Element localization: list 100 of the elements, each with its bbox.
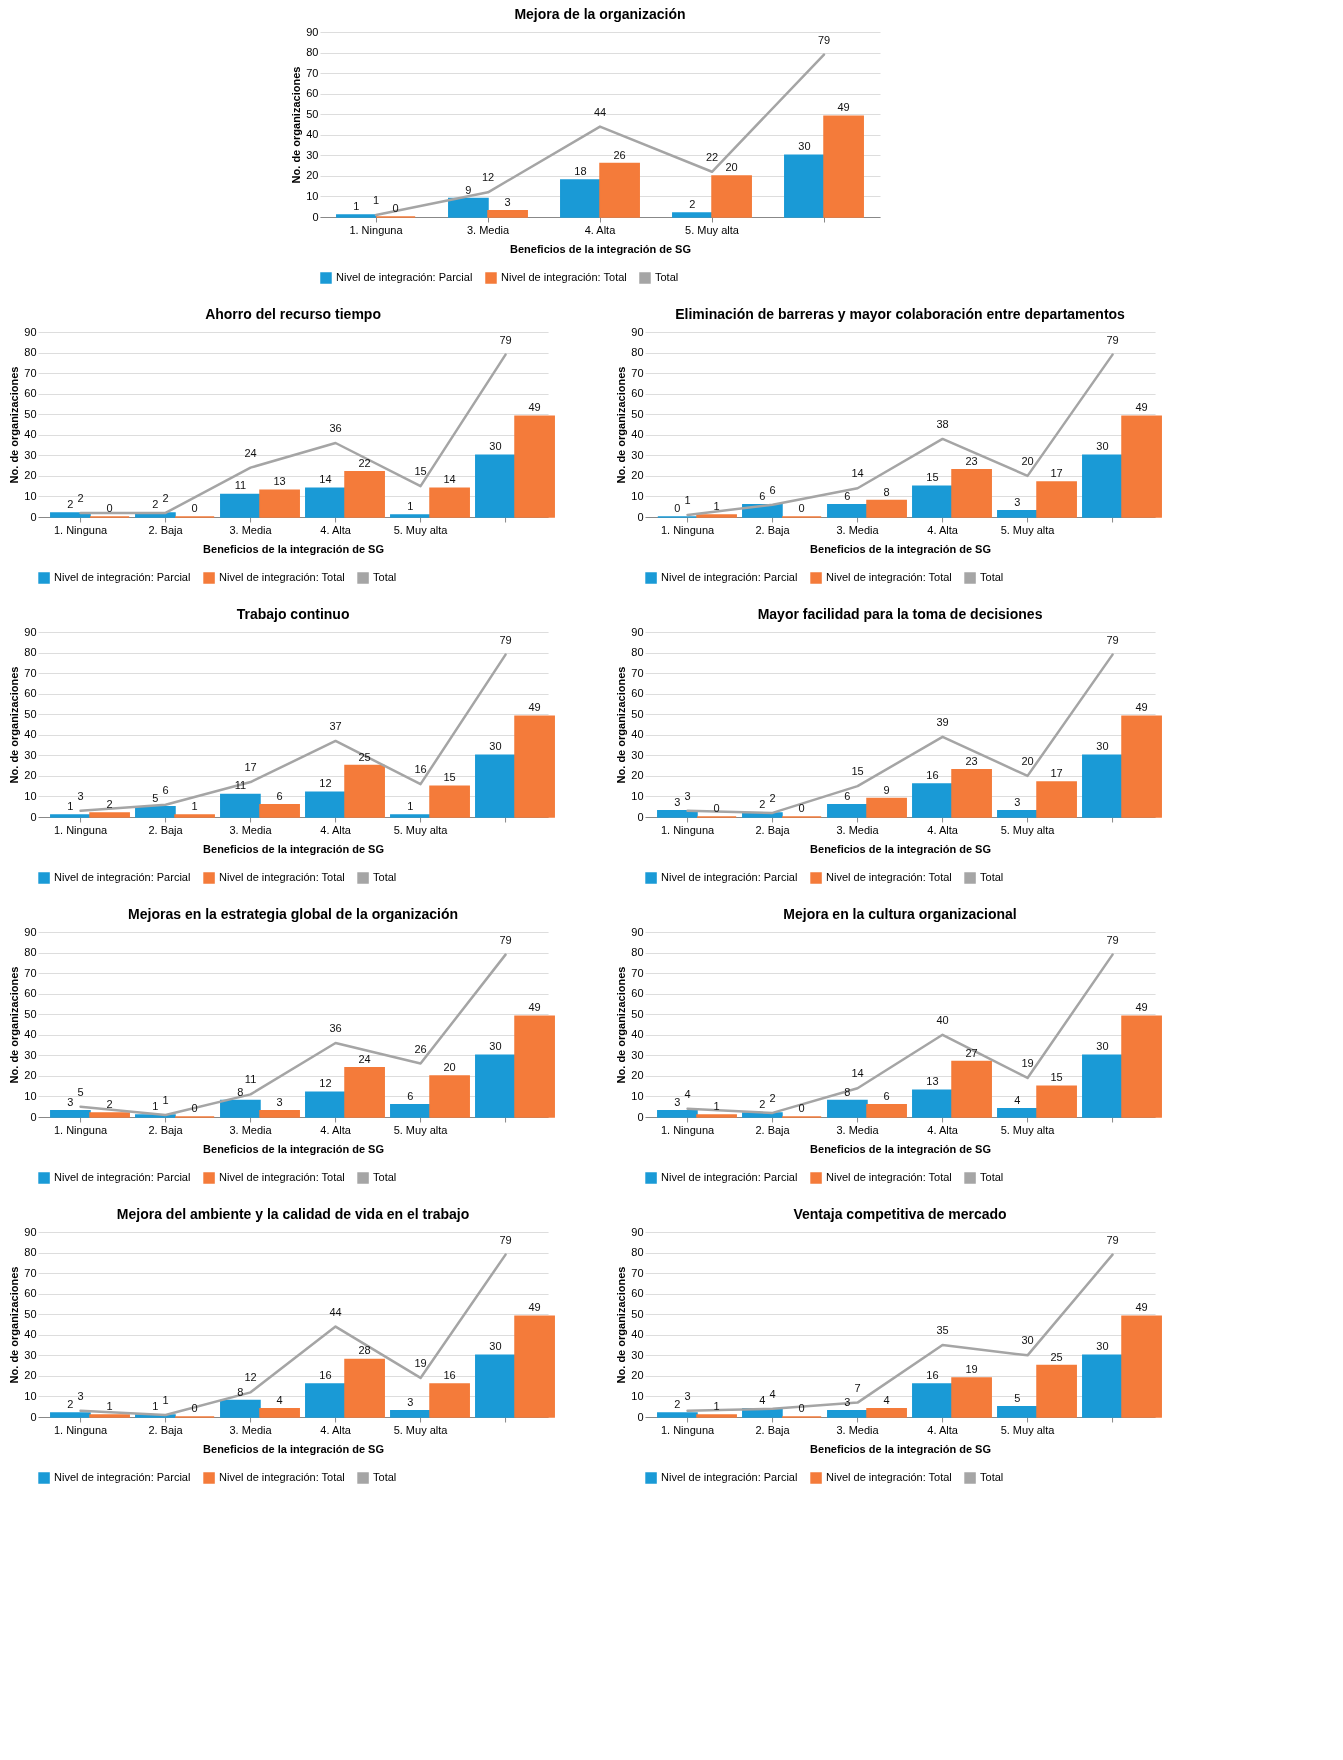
data-label: 36	[329, 1022, 342, 1034]
data-label: 23	[965, 754, 978, 767]
data-label: 49	[528, 1001, 541, 1014]
y-tick-label: 20	[24, 1369, 37, 1382]
data-label: 0	[106, 502, 113, 514]
y-tick-label: 60	[24, 687, 37, 700]
y-tick-label: 90	[24, 925, 37, 938]
y-tick-label: 80	[24, 346, 37, 359]
bar	[951, 768, 992, 818]
data-label: 8	[237, 1385, 244, 1398]
y-axis-title: No. de organizaciones	[290, 66, 303, 184]
data-label: 37	[329, 719, 342, 732]
data-label: 30	[798, 140, 811, 153]
data-label: 22	[705, 150, 719, 163]
legend-label: Nivel de integración: Total	[219, 1471, 345, 1483]
y-tick-label: 30	[24, 1348, 37, 1361]
y-tick-label: 50	[24, 707, 37, 720]
y-tick-label: 10	[631, 789, 644, 802]
data-label: 12	[481, 171, 495, 184]
y-tick-label: 0	[30, 510, 37, 523]
bar	[1082, 754, 1123, 818]
x-tick-label: 2. Baja	[148, 823, 184, 836]
y-tick-label: 20	[306, 169, 319, 182]
bar	[657, 1110, 698, 1118]
y-tick-label: 70	[24, 1266, 37, 1279]
y-tick-label: 80	[306, 46, 319, 59]
bar	[305, 487, 346, 518]
data-label: 0	[713, 802, 720, 814]
y-tick-label: 50	[631, 1307, 644, 1320]
y-tick-label: 80	[631, 1246, 644, 1259]
data-label: 1	[372, 193, 380, 206]
bar	[429, 1383, 470, 1418]
y-tick-label: 60	[631, 387, 644, 400]
data-label: 1	[191, 799, 198, 812]
y-tick-label: 40	[631, 1028, 644, 1041]
line-series	[79, 953, 507, 1117]
bar	[448, 197, 489, 218]
data-label: 35	[936, 1324, 949, 1337]
bar	[475, 754, 516, 818]
data-label: 30	[489, 1340, 502, 1353]
bar	[89, 812, 130, 818]
data-label: 26	[613, 148, 626, 161]
chart-title: Mayor facilidad para la toma de decisiones	[757, 606, 1043, 622]
x-tick-label: 5. Muy alta	[685, 223, 740, 236]
bar	[135, 805, 176, 818]
legend-label: Nivel de integración: Parcial	[336, 271, 473, 283]
bar	[475, 1354, 516, 1418]
bar	[305, 1383, 346, 1418]
y-tick-label: 30	[631, 448, 644, 461]
data-label: 39	[936, 715, 949, 728]
x-tick-label: 4. Alta	[320, 1123, 352, 1136]
data-label: 1	[407, 799, 414, 812]
y-tick-label: 80	[24, 646, 37, 659]
data-label: 12	[319, 1077, 332, 1090]
bar	[696, 1114, 737, 1118]
bar	[50, 1412, 91, 1418]
data-label: 5	[77, 1085, 84, 1098]
y-tick-label: 10	[306, 189, 319, 202]
y-tick-label: 0	[637, 810, 644, 823]
y-tick-label: 30	[24, 748, 37, 761]
bar	[997, 1108, 1038, 1118]
bar	[259, 1110, 300, 1118]
bar	[1121, 1315, 1162, 1418]
y-tick-label: 40	[24, 1028, 37, 1041]
y-tick-label: 70	[631, 966, 644, 979]
data-label: 49	[1135, 401, 1148, 414]
bar	[912, 783, 953, 818]
x-tick-label: 3. Media	[836, 1123, 880, 1136]
data-label: 1	[162, 1093, 169, 1106]
y-tick-label: 20	[631, 769, 644, 782]
bar	[1082, 1054, 1123, 1118]
y-tick-label: 40	[306, 128, 319, 141]
bar	[912, 1383, 953, 1418]
chart-title: Ahorro del recurso tiempo	[205, 306, 381, 322]
y-tick-label: 50	[631, 1007, 644, 1020]
data-label: 3	[1014, 795, 1021, 808]
x-tick-label: 5. Muy alta	[1000, 823, 1056, 836]
data-label: 13	[926, 1075, 939, 1088]
data-label: 6	[844, 789, 851, 802]
y-tick-label: 50	[24, 1307, 37, 1320]
data-label: 6	[759, 489, 766, 502]
data-label: 16	[414, 763, 427, 776]
data-label: 6	[769, 483, 776, 496]
bar	[1036, 1364, 1077, 1418]
bar	[866, 1408, 907, 1418]
chart-title: Trabajo continuo	[236, 606, 350, 622]
y-tick-label: 10	[631, 1389, 644, 1402]
bar	[220, 1399, 261, 1418]
x-tick-label: 4. Alta	[927, 523, 959, 536]
x-tick-label: 1. Ninguna	[53, 1123, 109, 1136]
x-tick-label: 1. Ninguna	[660, 1423, 716, 1436]
data-label: 27	[965, 1046, 978, 1059]
bar	[344, 471, 385, 518]
y-tick-label: 90	[631, 1225, 644, 1238]
bar	[784, 154, 825, 218]
data-label: 36	[329, 422, 342, 434]
data-label: 49	[528, 1301, 541, 1314]
data-label: 14	[851, 467, 864, 480]
bar	[305, 1091, 346, 1118]
bar	[220, 1099, 261, 1118]
